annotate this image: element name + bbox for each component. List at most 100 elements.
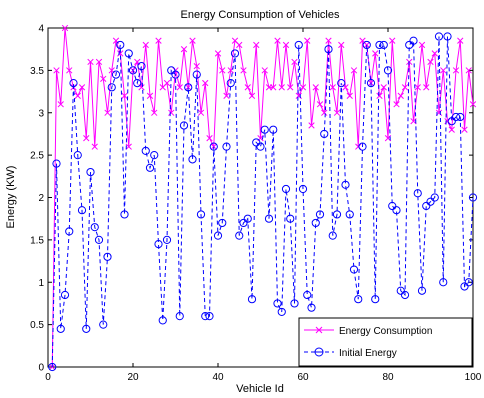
data-point-initial-energy — [175, 312, 184, 321]
data-point-initial-energy — [124, 49, 133, 58]
data-point-energy-consumption — [282, 41, 290, 49]
data-point-energy-consumption — [393, 101, 400, 108]
data-point-initial-energy — [137, 62, 146, 71]
x-tick-label: 100 — [465, 372, 482, 383]
data-point-initial-energy — [133, 78, 142, 88]
data-point-energy-consumption — [465, 67, 472, 74]
data-point-energy-consumption — [214, 50, 222, 57]
data-point-initial-energy — [383, 66, 393, 75]
data-point-initial-energy — [315, 210, 325, 219]
data-point-initial-energy — [281, 184, 291, 194]
data-point-initial-energy — [218, 218, 227, 228]
data-point-initial-energy — [90, 223, 99, 232]
data-point-energy-consumption — [440, 67, 447, 74]
data-point-initial-energy — [94, 235, 104, 244]
data-point-energy-consumption — [172, 67, 179, 74]
data-point-initial-energy — [439, 278, 448, 287]
data-point-initial-energy — [145, 163, 155, 172]
data-point-initial-energy — [167, 66, 176, 75]
data-point-initial-energy — [320, 129, 329, 139]
data-point-initial-energy — [456, 112, 465, 122]
data-point-energy-consumption — [299, 84, 307, 91]
data-point-initial-energy — [341, 180, 350, 189]
data-point-energy-consumption — [376, 92, 383, 99]
data-point-energy-consumption — [248, 92, 256, 99]
data-point-initial-energy — [303, 290, 312, 300]
data-point-initial-energy — [362, 40, 371, 50]
data-point-initial-energy — [150, 151, 159, 160]
data-point-initial-energy — [286, 214, 295, 223]
data-point-initial-energy — [392, 206, 401, 215]
data-point-energy-consumption — [312, 84, 319, 91]
data-point-initial-energy — [213, 231, 223, 240]
data-point-initial-energy — [434, 32, 444, 41]
data-point-energy-consumption — [57, 101, 64, 108]
data-point-energy-consumption — [244, 84, 251, 91]
data-point-energy-consumption — [163, 79, 171, 87]
data-point-initial-energy — [269, 125, 278, 134]
series-energy-consumption — [49, 24, 477, 371]
data-point-energy-consumption — [372, 50, 379, 57]
data-point-energy-consumption — [291, 58, 298, 66]
data-point-energy-consumption — [389, 37, 396, 44]
data-point-initial-energy — [171, 70, 180, 79]
data-point-energy-consumption — [142, 41, 149, 49]
data-point-energy-consumption — [95, 58, 103, 66]
data-point-initial-energy — [405, 40, 414, 50]
data-point-initial-energy — [141, 146, 150, 155]
legend-marker-x — [315, 326, 323, 334]
y-tick-label: 3 — [38, 108, 44, 119]
data-point-energy-consumption — [355, 143, 362, 150]
data-point-energy-consumption — [240, 67, 247, 74]
chart-title: Energy Consumption of Vehicles — [181, 9, 340, 21]
y-axis-label: Energy (KW) — [5, 166, 17, 229]
data-point-energy-consumption — [155, 37, 162, 44]
data-point-initial-energy — [158, 316, 167, 325]
data-point-energy-consumption — [423, 84, 430, 91]
data-point-energy-consumption — [87, 58, 94, 66]
data-point-energy-consumption — [66, 67, 73, 74]
data-point-initial-energy — [247, 295, 257, 304]
data-point-energy-consumption — [457, 37, 464, 44]
data-point-energy-consumption — [261, 67, 268, 74]
data-point-initial-energy — [260, 125, 269, 134]
y-tick-label: 2.5 — [30, 151, 44, 162]
data-point-energy-consumption — [219, 67, 226, 74]
data-point-initial-energy — [294, 40, 303, 50]
data-point-initial-energy — [235, 231, 244, 240]
data-point-initial-energy — [311, 218, 320, 228]
data-point-energy-consumption — [125, 143, 132, 150]
data-point-initial-energy — [345, 210, 354, 219]
data-point-initial-energy — [209, 142, 218, 151]
data-point-initial-energy — [443, 32, 452, 41]
legend-marker-circle — [314, 347, 324, 357]
data-point-initial-energy — [111, 70, 121, 79]
data-point-energy-consumption — [287, 84, 294, 91]
data-point-initial-energy — [273, 299, 282, 308]
data-point-energy-consumption — [338, 41, 345, 49]
data-point-energy-consumption — [78, 84, 86, 91]
data-point-energy-consumption — [202, 79, 209, 87]
data-point-initial-energy — [82, 324, 91, 333]
data-point-energy-consumption — [146, 92, 154, 99]
data-point-initial-energy — [354, 295, 363, 304]
series-line-energy-consumption — [51, 27, 474, 368]
data-point-initial-energy — [230, 49, 240, 58]
data-point-initial-energy — [332, 210, 342, 219]
data-point-energy-consumption — [104, 109, 111, 116]
series-layer — [48, 24, 478, 372]
data-point-initial-energy — [239, 218, 248, 228]
data-point-energy-consumption — [176, 84, 183, 91]
data-point-energy-consumption — [270, 84, 277, 91]
data-point-initial-energy — [188, 155, 197, 164]
data-point-initial-energy — [73, 151, 82, 160]
data-point-energy-consumption — [74, 92, 81, 99]
data-point-energy-consumption — [346, 92, 353, 99]
x-tick-label: 0 — [45, 372, 51, 383]
data-point-energy-consumption — [461, 126, 468, 133]
data-point-energy-consumption — [431, 50, 438, 57]
data-point-energy-consumption — [180, 46, 188, 53]
data-point-initial-energy — [388, 201, 397, 211]
data-point-initial-energy — [128, 66, 138, 75]
data-point-initial-energy — [422, 201, 431, 211]
